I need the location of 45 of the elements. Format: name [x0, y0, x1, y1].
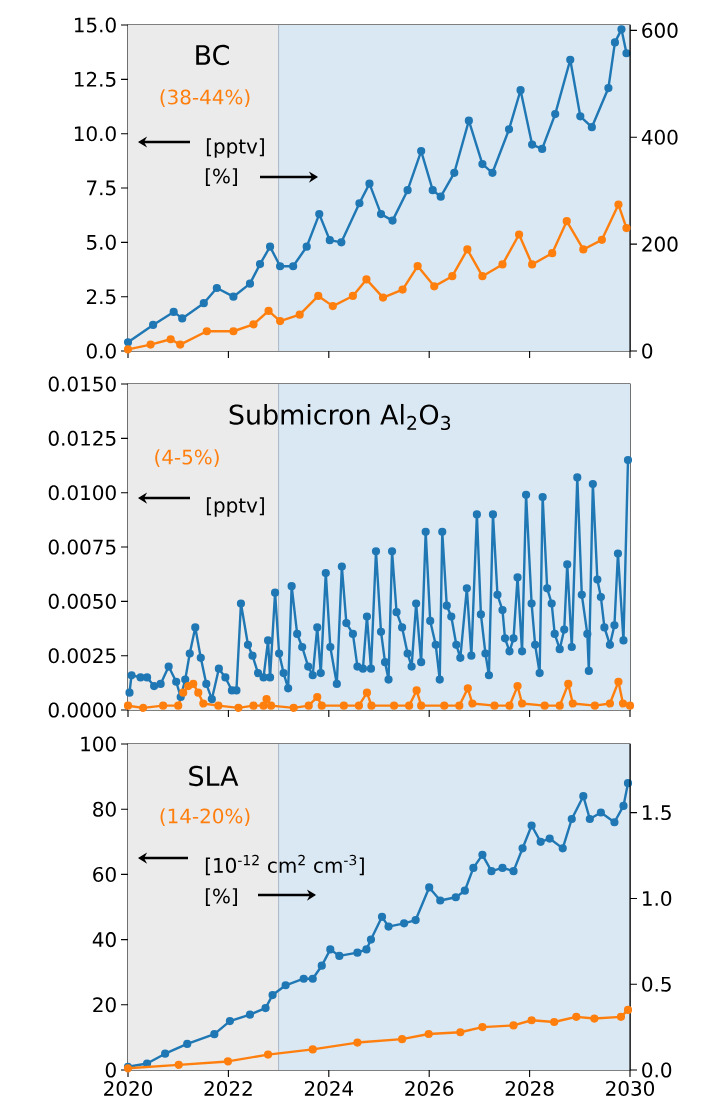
- y-tick-label: 12.5: [74, 71, 116, 87]
- y-tick-label: 20: [93, 997, 116, 1013]
- y-tick-label: 0.0000: [48, 702, 116, 718]
- y2-tick-label: 1.5: [643, 805, 671, 821]
- y2-tick-label: 0.0: [642, 1062, 672, 1078]
- x-tick-label: 2022: [204, 1080, 252, 1096]
- y-tick-label: 0.0100: [48, 485, 116, 501]
- y2-tick-label: 200: [642, 236, 678, 252]
- y2-tick-label: 400: [641, 129, 678, 145]
- x-tick-label: 2028: [505, 1080, 554, 1096]
- y-tick-label: 0.0150: [48, 376, 116, 392]
- y-tick-label: 0: [105, 1062, 116, 1078]
- text: Submicron Al$_{2}$O$_{3}$: [229, 403, 451, 431]
- y-axis-title: [pptv]: [206, 497, 264, 517]
- y-tick-label: 5.0: [86, 234, 116, 250]
- y-tick-label: 80: [93, 801, 116, 817]
- y-tick-label: 7.5: [87, 180, 116, 196]
- y-tick-label: 15.0: [74, 17, 116, 33]
- y-tick-label: 0.0050: [48, 593, 116, 609]
- y-tick-label: 40: [92, 932, 116, 948]
- y-tick-label: 60: [93, 866, 116, 882]
- y-tick-label: 10.0: [74, 126, 116, 142]
- y2-tick-label: 0: [642, 343, 653, 359]
- annotation: (38-44%): [160, 89, 250, 107]
- y2-tick-label: 0.5: [642, 976, 671, 992]
- x-tick-label: 2024: [304, 1080, 354, 1096]
- x-tick-label: 2026: [405, 1080, 454, 1096]
- y2-tick-label: 1.0: [643, 890, 672, 906]
- x-tick-label: 2030: [606, 1080, 655, 1096]
- y-tick-label: 0.0125: [48, 430, 116, 446]
- y-tick-label: 0.0075: [48, 539, 116, 555]
- text: BC: [196, 44, 229, 66]
- y-tick-label: 0.0025: [48, 648, 116, 664]
- annotation: [%]: [205, 888, 237, 906]
- annotation: (14-20%): [160, 808, 250, 826]
- annotation: (4-5%): [155, 449, 219, 467]
- y-tick-label: 100: [81, 736, 116, 752]
- x-tick-label: 2020: [104, 1080, 153, 1096]
- text: SLA: [189, 765, 239, 787]
- y-axis-title: [10$^{-12}$ cm$^{2}$ cm$^{-3}$]: [205, 854, 364, 876]
- y-tick-label: 2.5: [86, 289, 116, 305]
- annotation: [%]: [205, 168, 237, 186]
- y2-tick-label: 600: [642, 22, 678, 38]
- y-axis-title: [pptv]: [206, 138, 264, 158]
- y-tick-label: 0.0: [86, 343, 116, 359]
